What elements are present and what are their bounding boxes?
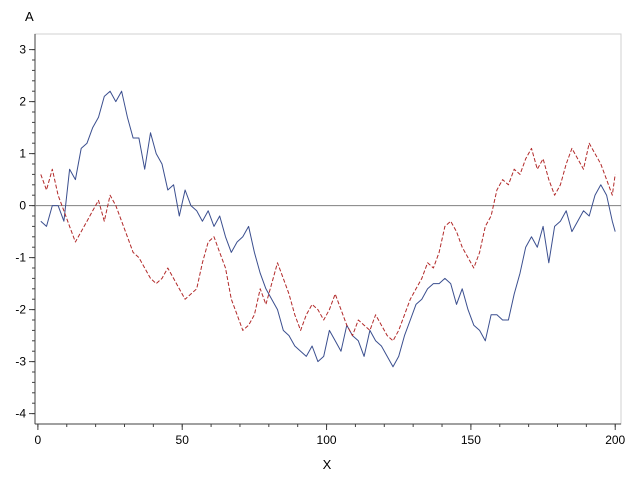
series-layer bbox=[40, 90, 616, 368]
x-tick-label: 200 bbox=[605, 433, 625, 447]
series-dashed-line bbox=[40, 142, 616, 342]
y-tick-label: 3 bbox=[19, 43, 26, 57]
plot-frame bbox=[34, 33, 622, 425]
y-axis-ticks: -4 -3 -2 -1 0 1 2 3 bbox=[15, 43, 35, 421]
x-tick-label: 150 bbox=[461, 433, 481, 447]
x-tick-label: 50 bbox=[176, 433, 190, 447]
y-tick-label: 2 bbox=[19, 95, 26, 109]
y-tick-label: -3 bbox=[15, 355, 26, 369]
y-axis-title: A bbox=[25, 9, 34, 24]
minor-ticks bbox=[32, 49, 616, 427]
x-axis-title: X bbox=[323, 457, 332, 472]
y-tick-label: -1 bbox=[15, 251, 26, 265]
x-tick-label: 100 bbox=[317, 433, 337, 447]
y-tick-label: 0 bbox=[19, 199, 26, 213]
y-tick-label: -2 bbox=[15, 303, 26, 317]
x-axis-ticks: 0 50 100 150 200 bbox=[35, 424, 626, 447]
x-tick-label: 0 bbox=[35, 433, 42, 447]
y-tick-label: -4 bbox=[15, 407, 26, 421]
series-solid-line bbox=[40, 90, 616, 368]
y-tick-label: 1 bbox=[19, 147, 26, 161]
